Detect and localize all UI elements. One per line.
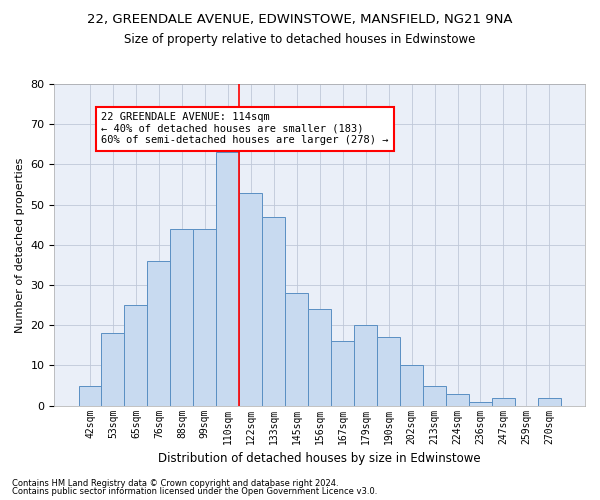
Text: Size of property relative to detached houses in Edwinstowe: Size of property relative to detached ho…	[124, 32, 476, 46]
Bar	[193, 228, 217, 406]
Y-axis label: Number of detached properties: Number of detached properties	[15, 157, 25, 332]
Text: 22, GREENDALE AVENUE, EDWINSTOWE, MANSFIELD, NG21 9NA: 22, GREENDALE AVENUE, EDWINSTOWE, MANSFI…	[87, 12, 513, 26]
Bar	[124, 305, 148, 406]
Bar	[331, 342, 354, 406]
Bar	[148, 261, 170, 406]
Text: Contains public sector information licensed under the Open Government Licence v3: Contains public sector information licen…	[12, 487, 377, 496]
Text: Contains HM Land Registry data © Crown copyright and database right 2024.: Contains HM Land Registry data © Crown c…	[12, 478, 338, 488]
Bar	[400, 366, 423, 406]
X-axis label: Distribution of detached houses by size in Edwinstowe: Distribution of detached houses by size …	[158, 452, 481, 465]
Bar	[492, 398, 515, 406]
Bar	[446, 394, 469, 406]
Bar	[423, 386, 446, 406]
Bar	[377, 338, 400, 406]
Bar	[308, 309, 331, 406]
Bar	[354, 325, 377, 406]
Bar	[285, 293, 308, 406]
Bar	[262, 216, 285, 406]
Bar	[79, 386, 101, 406]
Bar	[469, 402, 492, 406]
Bar	[101, 334, 124, 406]
Bar	[217, 152, 239, 406]
Bar	[538, 398, 561, 406]
Bar	[239, 192, 262, 406]
Text: 22 GREENDALE AVENUE: 114sqm
← 40% of detached houses are smaller (183)
60% of se: 22 GREENDALE AVENUE: 114sqm ← 40% of det…	[101, 112, 389, 146]
Bar	[170, 228, 193, 406]
